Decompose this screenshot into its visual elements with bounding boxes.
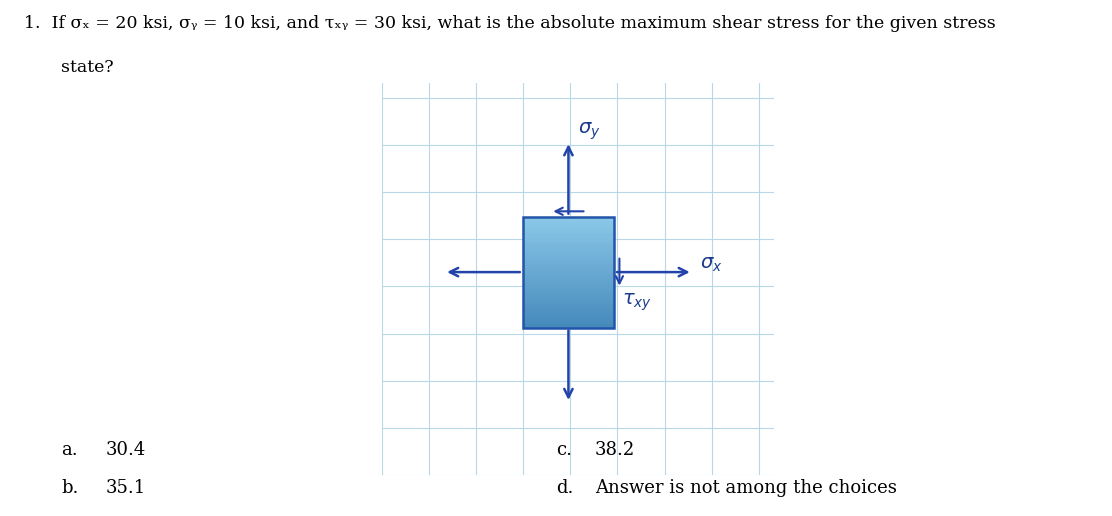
Text: 1.  If σₓ = 20 ksi, σᵧ = 10 ksi, and τₓᵧ = 30 ksi, what is the absolute maximum : 1. If σₓ = 20 ksi, σᵧ = 10 ksi, and τₓᵧ … (24, 15, 996, 33)
Bar (523, 248, 614, 250)
Bar (523, 233, 614, 235)
Bar (523, 245, 614, 246)
Text: $\tau_{xy}$: $\tau_{xy}$ (622, 292, 652, 313)
Bar (523, 300, 614, 302)
Bar (523, 270, 614, 272)
Text: 38.2: 38.2 (595, 441, 635, 459)
Bar (523, 285, 614, 287)
Text: 35.1: 35.1 (106, 479, 146, 497)
Bar (523, 261, 614, 263)
Bar (523, 265, 614, 267)
Text: b.: b. (61, 479, 79, 497)
Bar (523, 311, 614, 313)
Bar (523, 320, 614, 322)
Bar (523, 230, 614, 231)
Text: c.: c. (556, 441, 572, 459)
Bar (523, 313, 614, 315)
Bar (523, 278, 614, 280)
Bar (523, 243, 614, 245)
Text: $\sigma_x$: $\sigma_x$ (701, 256, 723, 274)
Bar (523, 235, 614, 237)
Bar (523, 287, 614, 289)
Bar (523, 293, 614, 294)
Bar (523, 222, 614, 224)
Bar (523, 252, 614, 253)
Bar (523, 231, 614, 233)
Bar (523, 308, 614, 309)
Bar (523, 228, 614, 230)
Bar (523, 217, 614, 328)
Bar (523, 259, 614, 261)
Bar (523, 274, 614, 276)
Bar (523, 240, 614, 243)
Bar (523, 283, 614, 285)
Bar (523, 291, 614, 293)
Bar (523, 237, 614, 239)
Bar (523, 267, 614, 268)
Bar (523, 305, 614, 308)
Bar (523, 255, 614, 257)
Bar (523, 315, 614, 316)
Bar (523, 250, 614, 252)
Text: state?: state? (61, 59, 113, 76)
Bar (523, 220, 614, 222)
Bar (523, 294, 614, 296)
Bar (523, 276, 614, 278)
Bar (523, 217, 614, 218)
Bar (523, 296, 614, 298)
Bar (523, 257, 614, 259)
Text: a.: a. (61, 441, 78, 459)
Bar (523, 253, 614, 255)
Text: 30.4: 30.4 (106, 441, 146, 459)
Bar (523, 322, 614, 324)
Bar (523, 298, 614, 300)
Bar (523, 218, 614, 220)
Text: Answer is not among the choices: Answer is not among the choices (595, 479, 896, 497)
Bar (523, 280, 614, 281)
Bar (523, 326, 614, 328)
Bar (523, 302, 614, 303)
Bar (523, 246, 614, 248)
Bar (523, 268, 614, 270)
Bar (523, 303, 614, 305)
Bar (523, 239, 614, 240)
Bar (523, 226, 614, 228)
Bar (523, 316, 614, 318)
Bar (523, 272, 614, 274)
Bar (523, 289, 614, 291)
Bar (523, 224, 614, 226)
Bar (523, 318, 614, 320)
Text: d.: d. (556, 479, 574, 497)
Text: $\sigma_y$: $\sigma_y$ (578, 120, 600, 142)
Bar (523, 281, 614, 283)
Bar (523, 263, 614, 265)
Bar (523, 324, 614, 326)
Bar (523, 309, 614, 311)
